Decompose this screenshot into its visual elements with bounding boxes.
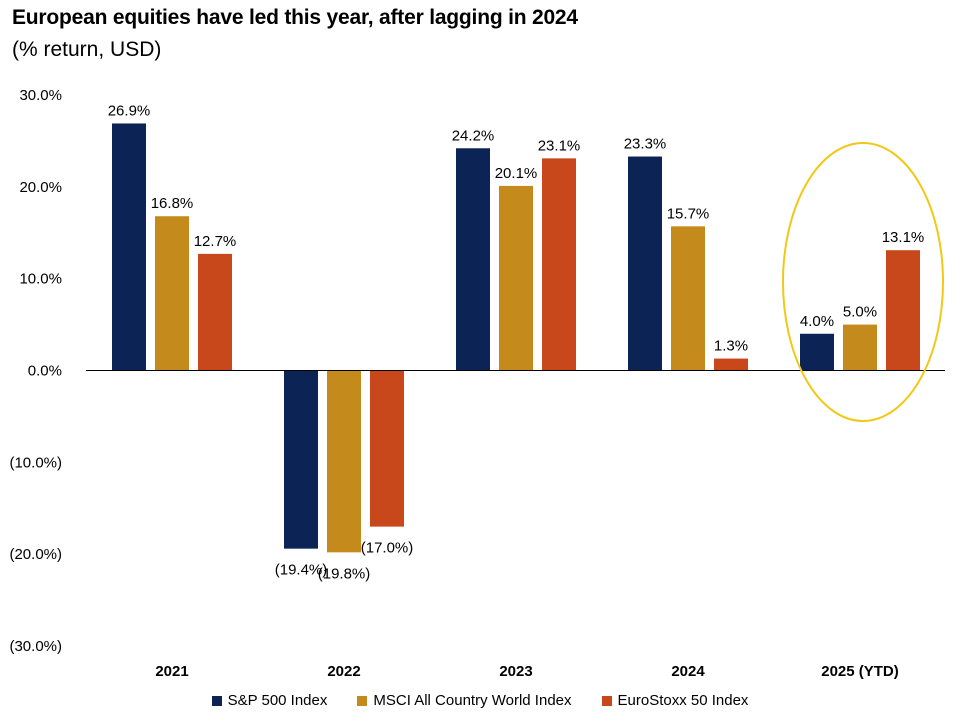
bar-s-p-500-index-2021 <box>112 123 146 371</box>
legend: S&P 500 Index MSCI All Country World Ind… <box>0 692 960 709</box>
bar-msci-all-country-world-index-2023 <box>499 185 533 371</box>
legend-label-msci-acwi: MSCI All Country World Index <box>373 692 572 709</box>
x-tick-label: 2025 (YTD) <box>821 663 899 680</box>
x-tick-label: 2023 <box>499 663 532 680</box>
chart-title: European equities have led this year, af… <box>12 6 578 29</box>
data-label: 13.1% <box>882 229 925 246</box>
legend-label-eurostoxx50: EuroStoxx 50 Index <box>617 692 749 709</box>
legend-item-eurostoxx50: EuroStoxx 50 Index <box>601 692 749 709</box>
legend-swatch-sp500 <box>211 695 222 706</box>
data-label: (19.4%) <box>275 562 328 579</box>
bar-msci-all-country-world-index-2022 <box>327 370 361 553</box>
bar-eurostoxx-50-index-2023 <box>542 158 576 371</box>
bar-eurostoxx-50-index-2021 <box>198 253 232 371</box>
y-tick-label: (10.0%) <box>9 454 62 471</box>
data-label: 15.7% <box>667 205 710 222</box>
bar-chart: 30.0% 20.0% 10.0% 0.0% (10.0%) (20.0%) (30.0%)… <box>9 87 945 680</box>
chart-subtitle: (% return, USD) <box>12 38 162 61</box>
data-label: (17.0%) <box>361 540 414 557</box>
bar-eurostoxx-50-index-2024 <box>714 358 748 371</box>
y-tick-label: (20.0%) <box>9 546 62 563</box>
bar-s-p-500-index-2025-ytd <box>800 333 834 371</box>
y-tick-label: 20.0% <box>19 179 62 196</box>
y-tick-label: 10.0% <box>19 271 62 288</box>
data-label: 20.1% <box>495 165 538 182</box>
bar-msci-all-country-world-index-2024 <box>671 226 705 371</box>
highlight-ellipse <box>782 142 944 422</box>
data-label: 5.0% <box>843 304 877 321</box>
data-label: 16.8% <box>151 195 194 212</box>
bar-s-p-500-index-2023 <box>456 148 490 371</box>
data-label: 12.7% <box>194 233 237 250</box>
bar-s-p-500-index-2024 <box>628 156 662 371</box>
bar-eurostoxx-50-index-2025-ytd <box>886 250 920 371</box>
x-tick-label: 2021 <box>155 663 188 680</box>
legend-swatch-eurostoxx50 <box>601 695 612 706</box>
bar-s-p-500-index-2022 <box>284 370 318 549</box>
data-label: 26.9% <box>108 102 151 119</box>
x-tick-label: 2022 <box>327 663 360 680</box>
legend-label-sp500: S&P 500 Index <box>227 692 328 709</box>
data-label: 23.3% <box>624 136 667 153</box>
x-tick-label: 2024 <box>671 663 705 680</box>
legend-item-msci-acwi: MSCI All Country World Index <box>357 692 572 709</box>
data-label: 24.2% <box>452 127 495 144</box>
data-label: 23.1% <box>538 137 581 154</box>
data-label: 1.3% <box>714 338 748 355</box>
y-tick-label: 30.0% <box>19 87 62 104</box>
bar-eurostoxx-50-index-2022 <box>370 370 404 527</box>
data-label: (19.8%) <box>318 565 371 582</box>
bar-msci-all-country-world-index-2025-ytd <box>843 324 877 371</box>
bar-msci-all-country-world-index-2021 <box>155 216 189 371</box>
legend-item-sp500: S&P 500 Index <box>211 692 328 709</box>
y-tick-label: 0.0% <box>28 363 62 380</box>
y-tick-label: (30.0%) <box>9 638 62 655</box>
data-label: 4.0% <box>800 313 834 330</box>
legend-swatch-msci-acwi <box>357 695 368 706</box>
